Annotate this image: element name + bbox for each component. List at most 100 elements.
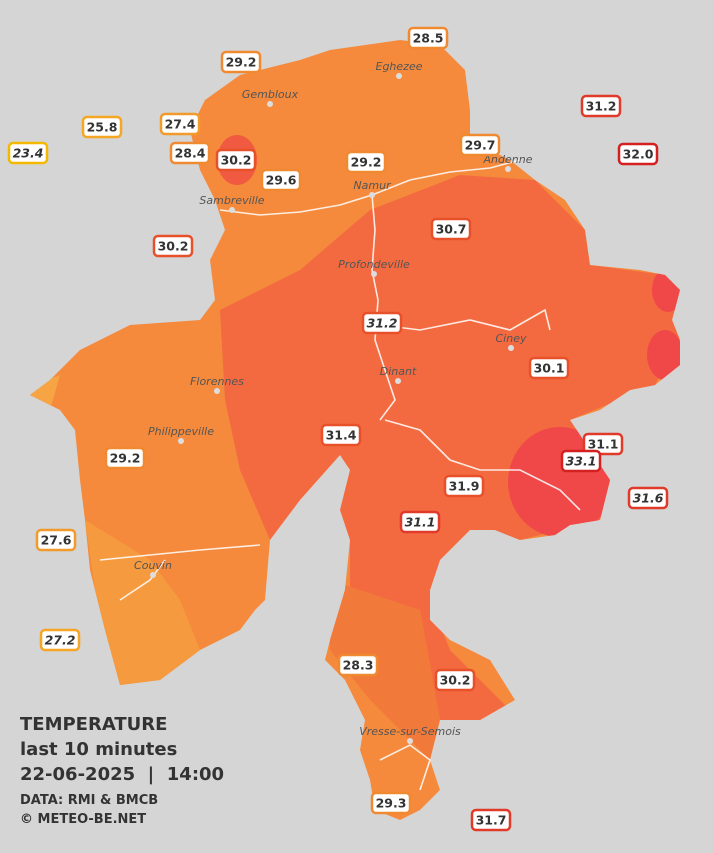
city-name: Namur <box>353 179 392 192</box>
station: 31.2 <box>361 311 403 335</box>
station: 29.7 <box>459 133 501 157</box>
station-value: 29.7 <box>465 138 496 153</box>
station-value: 29.6 <box>266 173 297 188</box>
legend-title: TEMPERATURE <box>20 714 167 735</box>
station-value: 25.8 <box>87 120 118 135</box>
station-box <box>260 168 302 192</box>
station: 31.4 <box>320 423 362 447</box>
station-value: 30.1 <box>534 361 565 376</box>
station: 31.1 <box>399 510 441 534</box>
station-value: 23.4 <box>13 146 44 161</box>
station-box <box>399 510 441 534</box>
city-dot <box>229 207 235 213</box>
city-dot <box>150 572 156 578</box>
station-box <box>169 141 211 165</box>
station: 33.1 <box>560 449 602 473</box>
station-box <box>470 808 512 832</box>
station-value: 31.6 <box>633 491 664 506</box>
station-box <box>345 150 387 174</box>
city-name: Profondeville <box>338 258 410 271</box>
station: 29.2 <box>104 446 146 470</box>
station-value: 30.7 <box>436 222 467 237</box>
station-box <box>617 142 659 166</box>
station: 30.2 <box>152 234 194 258</box>
station-box <box>370 791 412 815</box>
station-value: 31.9 <box>449 479 480 494</box>
station: 29.2 <box>220 50 262 74</box>
station-value: 33.1 <box>566 454 597 469</box>
legend-datetime: 22-06-2025 | 14:00 <box>20 764 224 785</box>
city-dot <box>396 73 402 79</box>
station: 29.2 <box>345 150 387 174</box>
station: 31.6 <box>627 486 669 510</box>
station-value: 29.2 <box>351 155 382 170</box>
station: 28.3 <box>337 653 379 677</box>
station: 30.1 <box>528 356 570 380</box>
city-dot <box>214 388 220 394</box>
station: 31.2 <box>580 94 622 118</box>
station-value: 27.4 <box>165 117 196 132</box>
station-value: 31.4 <box>326 428 357 443</box>
city-name: Dinant <box>380 365 417 378</box>
city-name: Philippeville <box>148 425 214 438</box>
station: 23.4 <box>7 141 49 165</box>
city-dot <box>407 738 413 744</box>
station-value: 29.2 <box>226 55 257 70</box>
city-dot <box>178 438 184 444</box>
station-value: 28.5 <box>413 31 444 46</box>
city-name: Eghezee <box>376 60 423 73</box>
station-box <box>7 141 49 165</box>
station-value: 31.2 <box>367 316 398 331</box>
station-box <box>407 26 449 50</box>
station-value: 28.4 <box>175 146 206 161</box>
station: 29.6 <box>260 168 302 192</box>
station: 30.2 <box>215 148 257 172</box>
station: 29.3 <box>370 791 412 815</box>
legend: TEMPERATURE last 10 minutes 22-06-2025 |… <box>20 714 224 827</box>
station-box <box>320 423 362 447</box>
station: 30.7 <box>430 217 472 241</box>
city-dot <box>395 378 401 384</box>
city-name: Vresse-sur-Semois <box>359 725 461 738</box>
station-box <box>582 432 624 456</box>
station-box <box>215 148 257 172</box>
city-dot <box>508 345 514 351</box>
station: 27.2 <box>39 628 81 652</box>
station-box <box>220 50 262 74</box>
station-value: 30.2 <box>221 153 252 168</box>
station-value: 28.3 <box>343 658 374 673</box>
city-name: Florennes <box>190 375 244 388</box>
station-value: 29.3 <box>376 796 407 811</box>
station-box <box>459 133 501 157</box>
legend-period: last 10 minutes <box>20 739 177 760</box>
station: 25.8 <box>81 115 123 139</box>
station-box <box>430 217 472 241</box>
station-box <box>35 528 77 552</box>
station-box <box>560 449 602 473</box>
station: 31.7 <box>470 808 512 832</box>
station-value: 31.1 <box>588 437 619 452</box>
station: 28.4 <box>169 141 211 165</box>
station: 27.6 <box>35 528 77 552</box>
station: 31.9 <box>443 474 485 498</box>
station-box <box>361 311 403 335</box>
city-dot <box>267 101 273 107</box>
station-value: 30.2 <box>158 239 189 254</box>
station-box <box>337 653 379 677</box>
station-box <box>627 486 669 510</box>
station-box <box>159 112 201 136</box>
station-box <box>434 668 476 692</box>
station-value: 29.2 <box>110 451 141 466</box>
legend-source: DATA: RMI & BMCB <box>20 793 158 808</box>
city-name: Couvin <box>134 559 172 572</box>
station-value: 31.1 <box>405 515 436 530</box>
station-value: 27.6 <box>41 533 72 548</box>
station-value: 32.0 <box>623 147 654 162</box>
station-value: 31.7 <box>476 813 507 828</box>
station-box <box>81 115 123 139</box>
city-name: Gembloux <box>242 88 299 101</box>
city-name: Sambreville <box>199 194 264 207</box>
city-name: Ciney <box>496 332 527 345</box>
city-name: Andenne <box>483 153 533 166</box>
city-dot <box>505 166 511 172</box>
